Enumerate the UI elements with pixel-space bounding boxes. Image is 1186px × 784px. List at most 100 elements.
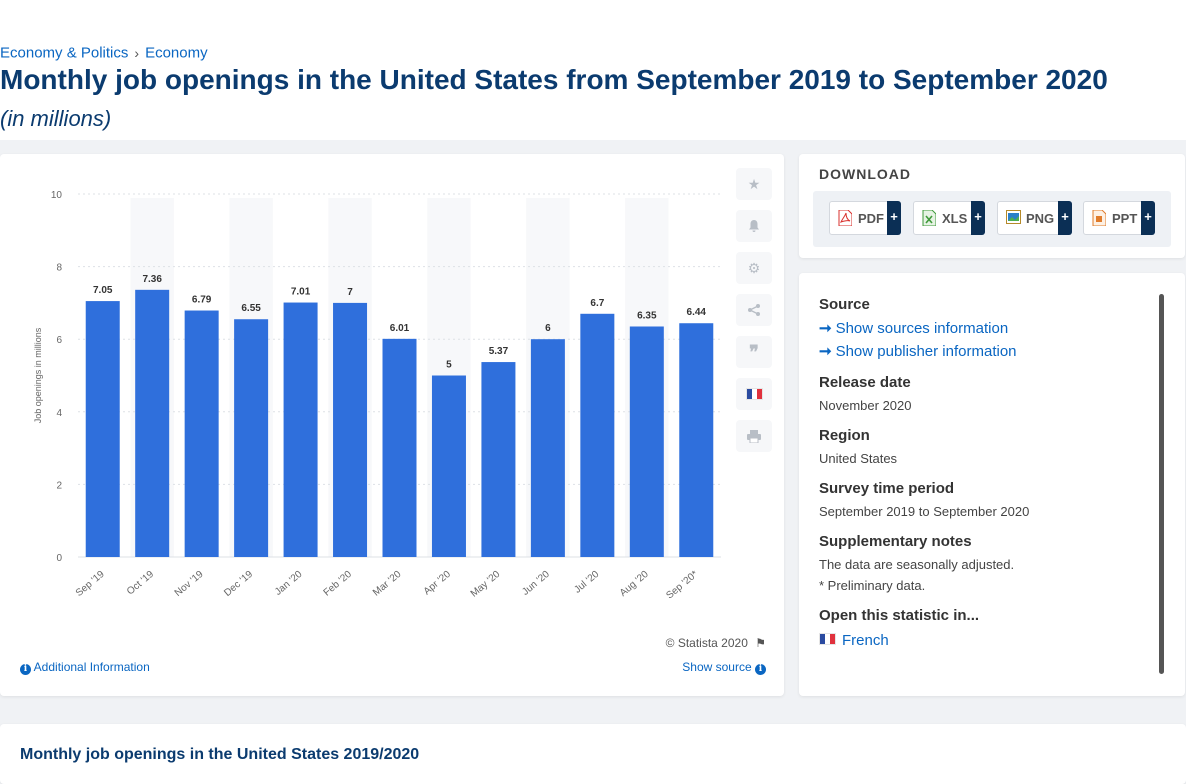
y-tick-label: 4 [56, 408, 62, 419]
x-tick-label: Mar '20 [371, 569, 404, 599]
chart-toolbar: ★ ⚙ ❞ [736, 168, 772, 462]
info-scrollbar[interactable] [1159, 294, 1164, 674]
show-publisher-link[interactable]: ➞ Show publisher information [819, 342, 1149, 360]
arrow-right-icon: ➞ [819, 320, 832, 337]
download-buttons-row: PDF + XLS + PNG + PPT + [813, 191, 1171, 247]
bar [580, 313, 615, 557]
french-flag-icon[interactable] [736, 378, 772, 410]
bar [333, 302, 368, 557]
bar [184, 310, 219, 557]
bar-value-label: 7.01 [291, 287, 311, 298]
survey-period-heading: Survey time period [819, 480, 955, 497]
bar [530, 339, 565, 557]
bar-chart: 0 2 4 6 8 10 Job openings in millions 7.05 Sep '… [33, 190, 721, 602]
survey-period-value: September 2019 to September 2020 [819, 504, 1030, 519]
y-tick-label: 2 [56, 480, 62, 491]
bar-value-label: 7.36 [142, 274, 162, 285]
x-tick-label: Jul '20 [572, 569, 601, 596]
show-source-label: Show source [682, 660, 752, 674]
bar [481, 362, 516, 557]
flag-report-icon[interactable]: ⚑ [755, 636, 766, 650]
release-date-value: November 2020 [819, 398, 912, 413]
bar-value-label: 6.55 [241, 303, 261, 314]
x-tick-label: Apr '20 [422, 569, 453, 598]
y-axis-label: Job openings in millions [33, 327, 43, 423]
download-png-label: PNG [1026, 210, 1055, 226]
x-tick-label: Dec '19 [222, 569, 255, 599]
source-heading: Source [819, 296, 870, 313]
additional-information-link[interactable]: i Additional Information [20, 660, 150, 675]
download-png-plus[interactable]: + [1058, 201, 1072, 235]
x-tick-label: Jun '20 [520, 569, 552, 598]
notification-bell-icon[interactable] [736, 210, 772, 242]
related-statistic-title[interactable]: Monthly job openings in the United State… [20, 746, 420, 763]
bar [234, 319, 269, 557]
x-tick-label: Jan '20 [273, 569, 305, 598]
bar-value-label: 6.35 [637, 310, 657, 321]
download-xls-button[interactable]: XLS + [913, 201, 985, 235]
download-ppt-label: PPT [1112, 210, 1138, 226]
french-flag-icon [819, 633, 836, 645]
info-scroll-area[interactable]: Source ➞ Show sources information ➞ Show p… [819, 293, 1149, 649]
bar-value-label: 7.05 [93, 285, 113, 296]
breadcrumb-separator: › [134, 45, 140, 62]
y-tick-label: 8 [56, 263, 62, 274]
pdf-icon [838, 209, 853, 227]
png-icon [1006, 210, 1021, 226]
bar [382, 338, 417, 557]
download-pdf-label: PDF [858, 210, 884, 226]
xls-icon [922, 209, 937, 227]
breadcrumb-economy-politics[interactable]: Economy & Politics [0, 44, 129, 62]
y-tick-label: 6 [56, 335, 62, 346]
arrow-right-icon: ➞ [819, 343, 832, 360]
region-value: United States [819, 451, 898, 466]
bar [85, 301, 120, 557]
open-in-french-link[interactable]: French [819, 632, 1149, 649]
settings-gear-icon[interactable]: ⚙ [736, 252, 772, 284]
show-publisher-label: Show publisher information [835, 343, 1017, 360]
bar-value-label: 6.7 [590, 298, 604, 309]
download-pdf-button[interactable]: PDF + [829, 201, 901, 235]
bar [283, 302, 318, 557]
supplementary-note-2: * Preliminary data. [819, 578, 926, 593]
open-in-french-label: French [842, 632, 889, 649]
open-statistic-heading: Open this statistic in... [819, 607, 980, 624]
download-xls-plus[interactable]: + [971, 201, 985, 235]
info-icon: i [755, 664, 766, 675]
x-tick-label: Sep '20* [664, 569, 700, 602]
breadcrumb-economy[interactable]: Economy [145, 44, 208, 62]
download-png-button[interactable]: PNG + [997, 201, 1072, 235]
x-tick-label: Nov '19 [173, 569, 206, 599]
download-pdf-plus[interactable]: + [887, 201, 901, 235]
cite-quote-icon[interactable]: ❞ [736, 336, 772, 368]
download-xls-label: XLS [942, 210, 968, 226]
download-title: DOWNLOAD [819, 166, 911, 182]
y-tick-label: 0 [56, 553, 62, 564]
x-tick-label: Aug '20 [618, 569, 651, 599]
bar-value-label: 7 [347, 287, 353, 298]
supplementary-note-1: The data are seasonally adjusted. [819, 557, 1015, 572]
bar-value-label: 5 [446, 360, 452, 371]
download-ppt-plus[interactable]: + [1141, 201, 1155, 235]
share-icon[interactable] [736, 294, 772, 326]
info-icon: i [20, 664, 31, 675]
chart-card: 0 2 4 6 8 10 Job openings in millions 7.05 Sep '… [0, 154, 784, 696]
favorite-star-icon[interactable]: ★ [736, 168, 772, 200]
bar-value-label: 6.01 [390, 323, 410, 334]
download-ppt-button[interactable]: PPT + [1083, 201, 1155, 235]
region-heading: Region [819, 427, 870, 444]
bar [431, 375, 466, 557]
x-tick-label: May '20 [469, 569, 503, 600]
copyright-text: © Statista 2020 [665, 636, 748, 650]
chart-copyright: © Statista 2020 ⚑ [666, 636, 766, 650]
bar-value-label: 6.79 [192, 295, 212, 306]
x-tick-label: Feb '20 [322, 569, 355, 599]
header-area [0, 0, 1186, 140]
breadcrumb: Economy & Politics › Economy [0, 44, 208, 62]
ppt-icon [1092, 209, 1107, 227]
print-icon[interactable] [736, 420, 772, 452]
statistic-info-card: Source ➞ Show sources information ➞ Show p… [799, 273, 1185, 696]
show-source-link[interactable]: Show source i [682, 660, 766, 675]
supplementary-notes-heading: Supplementary notes [819, 533, 972, 550]
show-sources-link[interactable]: ➞ Show sources information [819, 319, 1149, 337]
